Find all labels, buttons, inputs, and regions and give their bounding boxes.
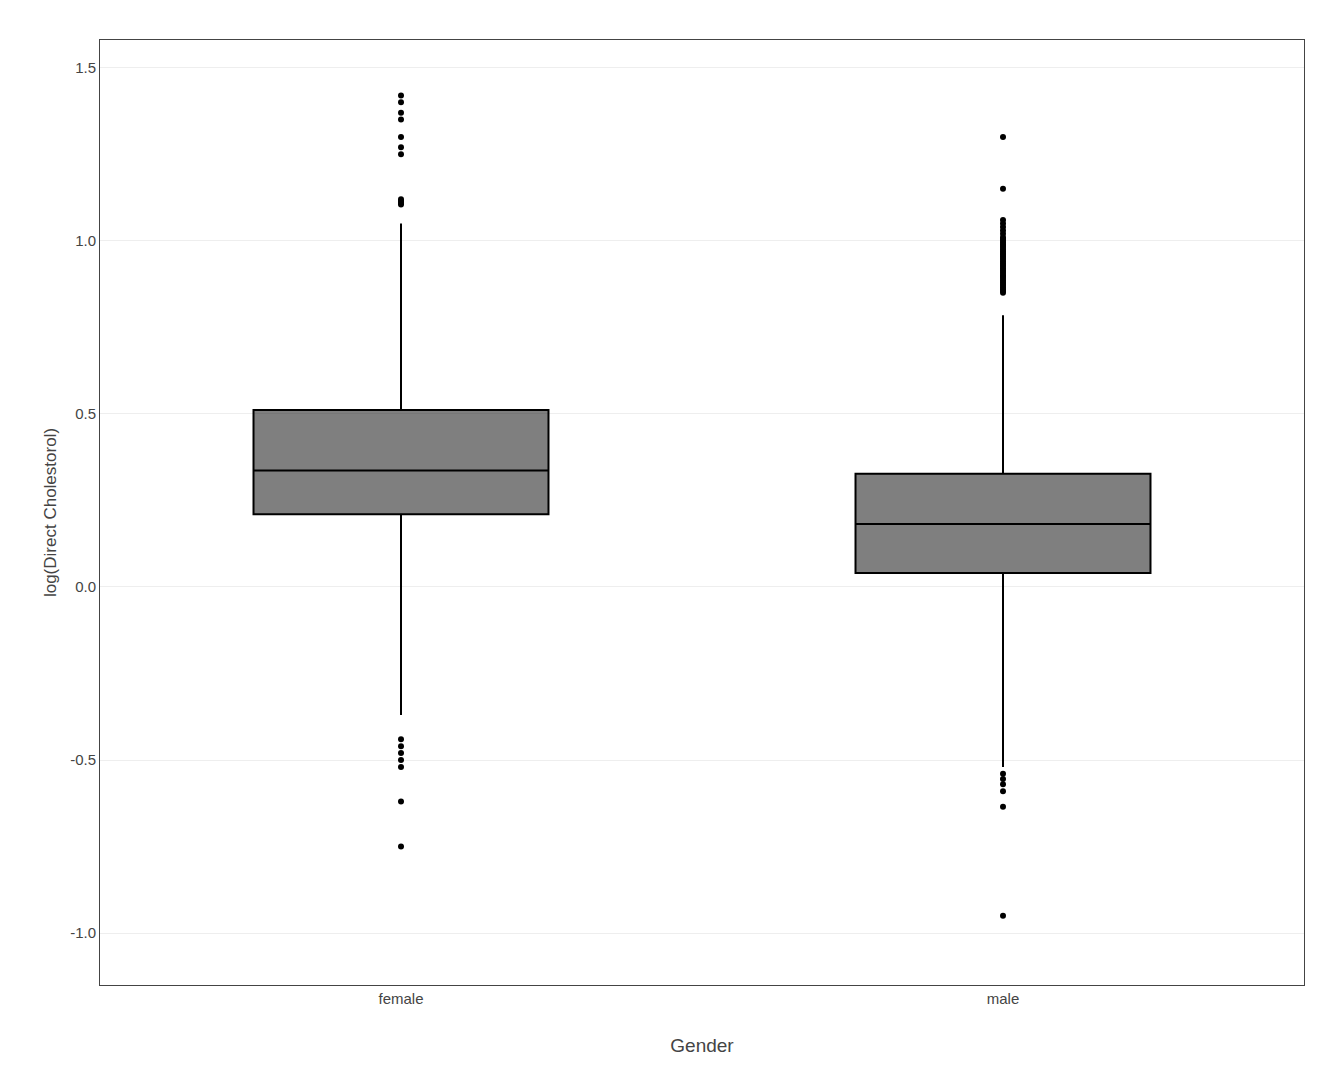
svg-text:Gender: Gender (670, 1035, 734, 1056)
svg-text:0.0: 0.0 (75, 578, 96, 595)
svg-text:log(Direct Cholestorol): log(Direct Cholestorol) (41, 428, 60, 597)
svg-text:-1.0: -1.0 (70, 924, 96, 941)
svg-text:1.5: 1.5 (75, 59, 96, 76)
svg-text:female: female (378, 990, 423, 1007)
svg-text:-0.5: -0.5 (70, 751, 96, 768)
svg-text:1.0: 1.0 (75, 232, 96, 249)
svg-text:male: male (987, 990, 1020, 1007)
svg-text:0.5: 0.5 (75, 405, 96, 422)
